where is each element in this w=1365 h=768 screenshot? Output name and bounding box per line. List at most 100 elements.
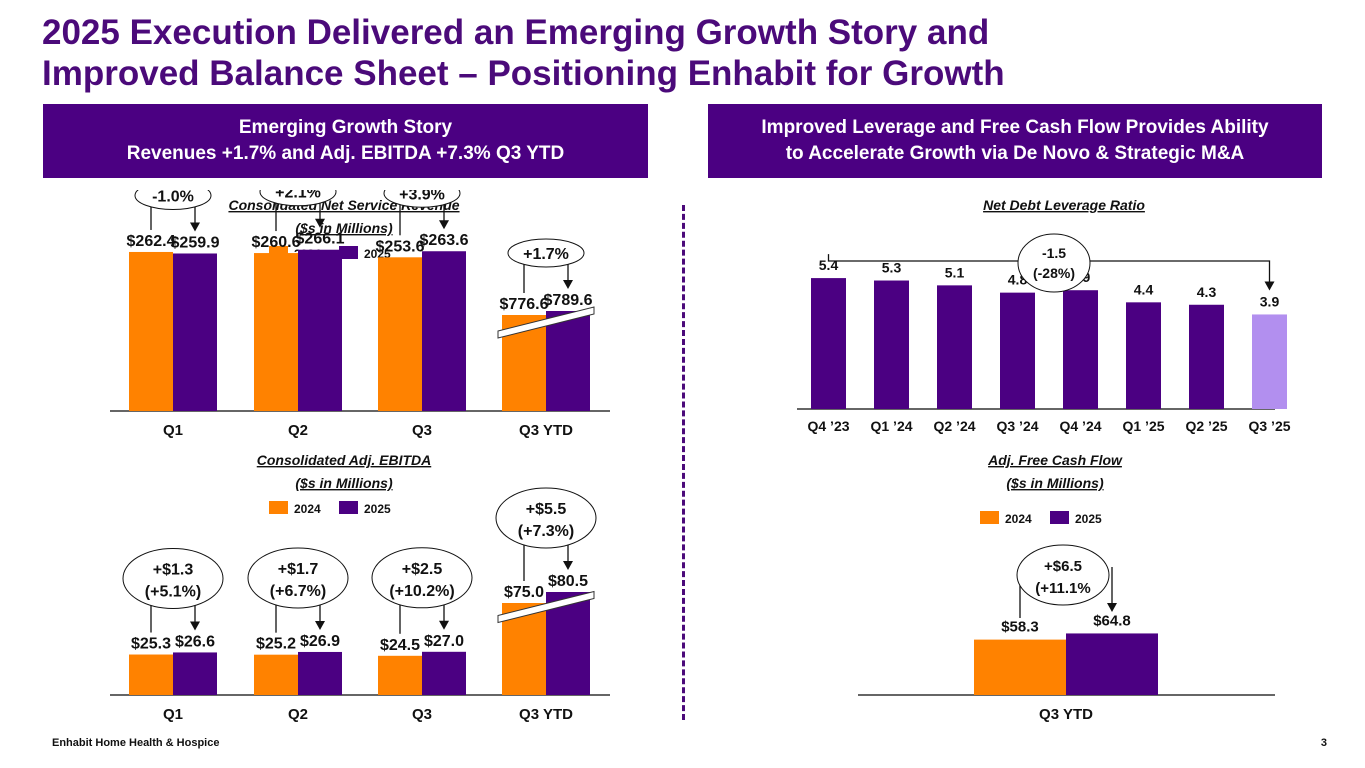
arrow-head bbox=[190, 222, 200, 232]
category-label: Q3 YTD bbox=[519, 422, 573, 439]
arrow-head bbox=[439, 620, 449, 630]
category-label: Q2 bbox=[288, 706, 308, 723]
bar-2024-Q1 bbox=[129, 251, 173, 411]
arrow-head bbox=[315, 620, 325, 630]
axis-break-mark bbox=[497, 306, 595, 339]
annotation-text: (+5.1%) bbox=[145, 583, 201, 600]
category-label: Q2 ’25 bbox=[1185, 418, 1227, 434]
bar-2025-Q2 bbox=[298, 249, 342, 411]
bar-2024-Q3-YTD bbox=[974, 639, 1066, 695]
annotation-text: -1.5 bbox=[1042, 245, 1066, 261]
bar-2025-Q3 bbox=[422, 251, 466, 411]
data-label: 4.4 bbox=[1134, 281, 1154, 297]
footer-company: Enhabit Home Health & Hospice bbox=[52, 737, 220, 749]
annotation-text: +$2.5 bbox=[402, 561, 443, 578]
data-label: 3.9 bbox=[1260, 293, 1280, 309]
data-label: $80.5 bbox=[548, 573, 588, 590]
bar-Q2-25 bbox=[1189, 304, 1224, 409]
bar-2024-Q3 bbox=[378, 257, 422, 411]
annotation-text: (+7.3%) bbox=[518, 523, 574, 540]
annotation-text: +$1.3 bbox=[153, 561, 194, 578]
annotation-text: +$6.5 bbox=[1044, 558, 1082, 575]
annotation-bubble bbox=[495, 487, 597, 549]
category-label: Q3 bbox=[412, 706, 432, 723]
data-label: $789.6 bbox=[544, 292, 593, 309]
bar-Q1-25 bbox=[1126, 302, 1161, 409]
bar-2025-Q3-YTD bbox=[1066, 633, 1158, 695]
arrow-head bbox=[439, 220, 449, 230]
category-label: Q1 ’24 bbox=[870, 418, 912, 434]
category-label: Q3 YTD bbox=[1039, 706, 1093, 723]
banner-subheading: Revenues +1.7% and Adj. EBITDA +7.3% Q3 … bbox=[126, 143, 565, 164]
banner-subheading: to Accelerate Growth via De Novo & Strat… bbox=[785, 143, 1245, 164]
bar-Q3-24 bbox=[1000, 292, 1035, 409]
annotation-text: (+6.7%) bbox=[270, 583, 326, 600]
title-line-1: 2025 Execution Delivered an Emerging Gro… bbox=[42, 13, 990, 52]
banner-heading: Improved Leverage and Free Cash Flow Pro… bbox=[761, 117, 1269, 138]
data-label: $266.1 bbox=[296, 231, 345, 248]
legend-swatch-2025 bbox=[339, 246, 358, 259]
category-label: Q4 ’23 bbox=[807, 418, 849, 434]
data-label: $259.9 bbox=[171, 234, 220, 251]
category-label: Q4 ’24 bbox=[1059, 418, 1101, 434]
annotation-bubble bbox=[383, 190, 461, 208]
legend-label-2025: 2025 bbox=[364, 502, 391, 516]
annotation-bubble bbox=[122, 547, 224, 609]
leverage-banner: Improved Leverage and Free Cash Flow Pro… bbox=[708, 104, 1322, 178]
category-label: Q2 bbox=[288, 422, 308, 439]
annotation-text: +2.1% bbox=[275, 190, 321, 202]
bar-Q4-23 bbox=[811, 278, 846, 409]
bar-2025-Q3 bbox=[422, 651, 466, 695]
annotation-text: (+10.2%) bbox=[389, 583, 454, 600]
ebitda-chart: Consolidated Adj. EBITDA ($s in Millions)… bbox=[110, 452, 610, 723]
bar-2024-Q3 bbox=[378, 655, 422, 695]
section-divider bbox=[682, 205, 685, 720]
data-label: 4.3 bbox=[1197, 284, 1217, 300]
data-label: 5.3 bbox=[882, 260, 902, 276]
axis-break-mark bbox=[497, 590, 595, 624]
category-label: Q3 ’24 bbox=[996, 418, 1038, 434]
bar-2025-Q1 bbox=[173, 652, 217, 695]
annotation-text: +$5.5 bbox=[526, 501, 567, 518]
chart-title: Consolidated Adj. EBITDA bbox=[257, 452, 431, 468]
page-number: 3 bbox=[1320, 737, 1327, 749]
data-label: $58.3 bbox=[1001, 619, 1039, 636]
bar-2024-Q2 bbox=[254, 253, 298, 411]
bar-Q4-24 bbox=[1063, 290, 1098, 409]
category-label: Q1 bbox=[163, 706, 183, 723]
category-label: Q3 ’25 bbox=[1248, 418, 1290, 434]
page-title: 2025 Execution Delivered an Emerging Gro… bbox=[42, 12, 1342, 94]
bar-2025-Q2 bbox=[298, 651, 342, 695]
annotation-bubble bbox=[1017, 233, 1091, 293]
data-label: $776.6 bbox=[500, 296, 549, 313]
bar-2025-Q3-YTD bbox=[546, 311, 590, 411]
legend-swatch-2025 bbox=[339, 501, 358, 514]
legend-swatch-2025 bbox=[1050, 511, 1069, 524]
annotation-text: (+11.1% bbox=[1035, 580, 1090, 597]
bar-Q2-24 bbox=[937, 285, 972, 409]
title-line-2: Improved Balance Sheet – Positioning Enh… bbox=[42, 54, 1005, 93]
arrow-head bbox=[1264, 281, 1275, 291]
chart-subtitle: ($s in Millions) bbox=[295, 475, 393, 491]
data-label: $26.6 bbox=[175, 633, 215, 650]
chart-title: Adj. Free Cash Flow bbox=[987, 452, 1123, 468]
bar-Q3-25 bbox=[1252, 314, 1287, 409]
data-label: $64.8 bbox=[1093, 612, 1131, 629]
chart-title: Net Debt Leverage Ratio bbox=[983, 197, 1145, 213]
legend-swatch-2024 bbox=[269, 501, 288, 514]
bar-Q1-24 bbox=[874, 280, 909, 409]
data-label: $253.6 bbox=[376, 238, 425, 255]
data-label: $260.6 bbox=[252, 234, 301, 251]
data-label: $27.0 bbox=[424, 633, 464, 650]
category-label: Q2 ’24 bbox=[933, 418, 975, 434]
annotation-text: (-28%) bbox=[1033, 265, 1075, 281]
category-label: Q3 YTD bbox=[519, 706, 573, 723]
banner-heading: Emerging Growth Story bbox=[238, 117, 453, 138]
arrow-head bbox=[563, 561, 573, 570]
annotation-bubble bbox=[134, 190, 212, 210]
legend-label-2024: 2024 bbox=[1005, 512, 1032, 526]
data-label: $26.9 bbox=[300, 633, 340, 650]
annotation-bubble bbox=[259, 190, 337, 207]
arrow-head bbox=[1107, 603, 1117, 612]
